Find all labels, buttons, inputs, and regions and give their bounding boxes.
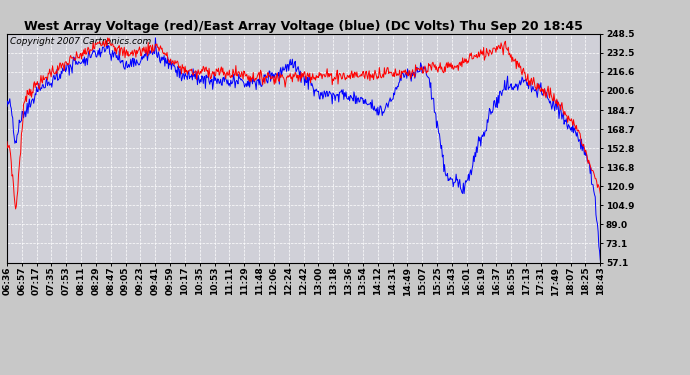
Text: Copyright 2007 Cartronics.com: Copyright 2007 Cartronics.com: [10, 37, 151, 46]
Title: West Array Voltage (red)/East Array Voltage (blue) (DC Volts) Thu Sep 20 18:45: West Array Voltage (red)/East Array Volt…: [24, 20, 583, 33]
